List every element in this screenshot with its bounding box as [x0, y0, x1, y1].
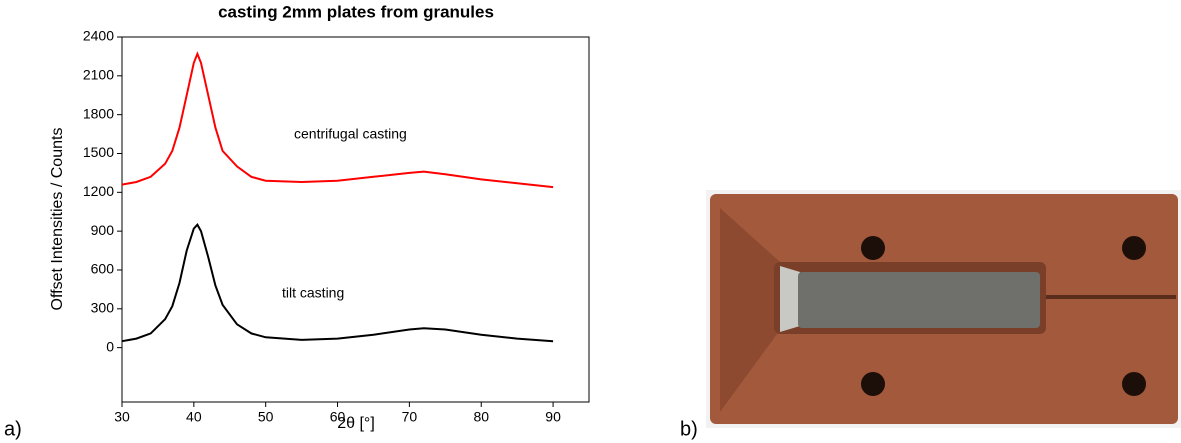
- hole: [861, 372, 885, 396]
- series-annotation: tilt casting: [282, 285, 344, 301]
- y-tick-label: 2100: [83, 67, 114, 83]
- series-line: [121, 51, 554, 189]
- series-annotation: centrifugal casting: [294, 126, 407, 142]
- x-tick-label: 40: [186, 409, 202, 425]
- vent-channel: [1046, 295, 1176, 299]
- x-tick-label: 80: [473, 409, 489, 425]
- hole: [1122, 372, 1146, 396]
- y-axis-label: Offset Intensities / Counts: [49, 128, 66, 311]
- hole: [1122, 236, 1146, 260]
- funnel: [720, 208, 780, 412]
- y-tick-label: 300: [91, 300, 115, 316]
- cast-plate: [798, 272, 1040, 328]
- x-axis-label: 2θ [°]: [337, 415, 375, 432]
- y-tick-label: 0: [106, 338, 114, 354]
- y-tick-label: 1500: [83, 144, 114, 160]
- y-tick-label: 2400: [83, 28, 114, 44]
- mold-photo: [706, 190, 1181, 428]
- hole: [861, 236, 885, 260]
- series-line: [121, 223, 554, 343]
- x-tick-label: 30: [114, 409, 130, 425]
- y-tick-label: 1200: [83, 183, 114, 199]
- x-tick-label: 50: [258, 409, 274, 425]
- x-tick-label: 70: [402, 409, 418, 425]
- plot-frame: [121, 36, 590, 403]
- x-tick-label: 60: [330, 409, 346, 425]
- panel-label: a): [4, 418, 22, 440]
- y-tick-label: 1800: [83, 105, 114, 121]
- y-tick-label: 900: [91, 222, 115, 238]
- plate-edge: [780, 266, 800, 332]
- x-tick-label: 90: [545, 409, 561, 425]
- chart-title: casting 2mm plates from granules: [218, 2, 494, 21]
- panel-label: b): [680, 418, 698, 440]
- y-tick-label: 600: [91, 261, 115, 277]
